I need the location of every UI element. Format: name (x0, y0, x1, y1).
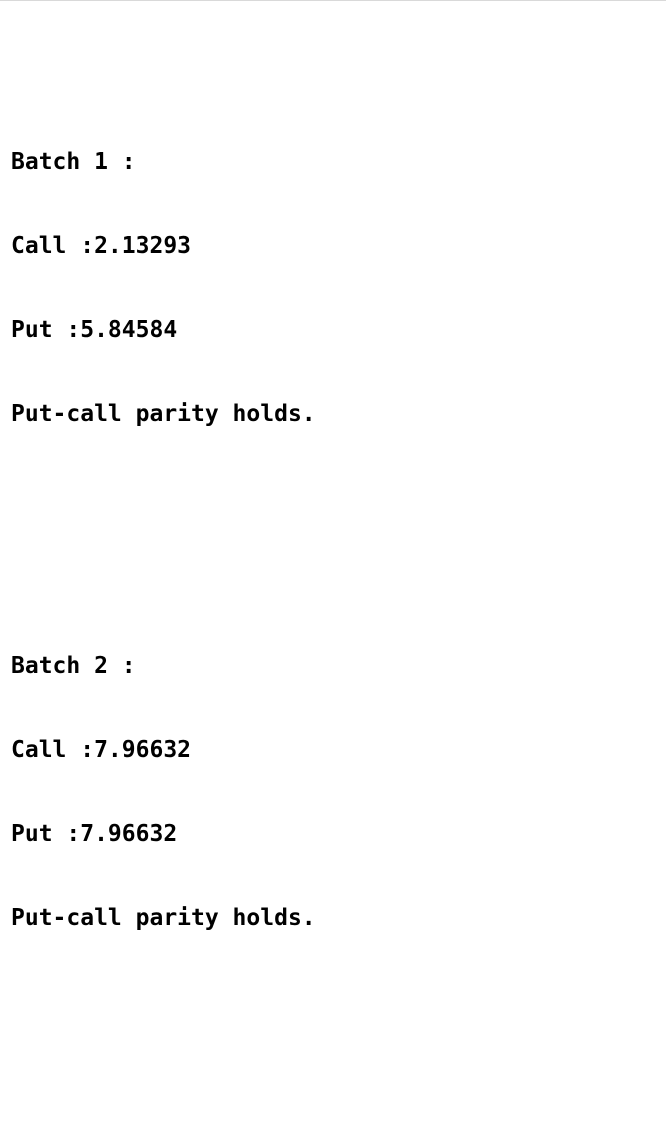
batch-header: Batch 1 : (11, 149, 136, 175)
put-price: Put :5.84584 (11, 317, 178, 343)
call-price: Call :2.13293 (11, 233, 192, 259)
batch-block-3: Batch 3 : Call :0.204121 Put :4.07333 Pu… (11, 1100, 316, 1124)
batch-header: Batch 2 : (11, 653, 136, 679)
batch-block-1: Batch 1 : Call :2.13293 Put :5.84584 Put… (11, 92, 316, 484)
call-price: Call :7.96632 (11, 737, 192, 763)
put-price: Put :7.96632 (11, 821, 178, 847)
console-output: Batch 1 : Call :2.13293 Put :5.84584 Put… (11, 8, 316, 1124)
window-top-border (0, 0, 666, 1)
parity-status: Put-call parity holds. (11, 905, 316, 931)
batch-block-2: Batch 2 : Call :7.96632 Put :7.96632 Put… (11, 596, 316, 988)
parity-status: Put-call parity holds. (11, 401, 316, 427)
